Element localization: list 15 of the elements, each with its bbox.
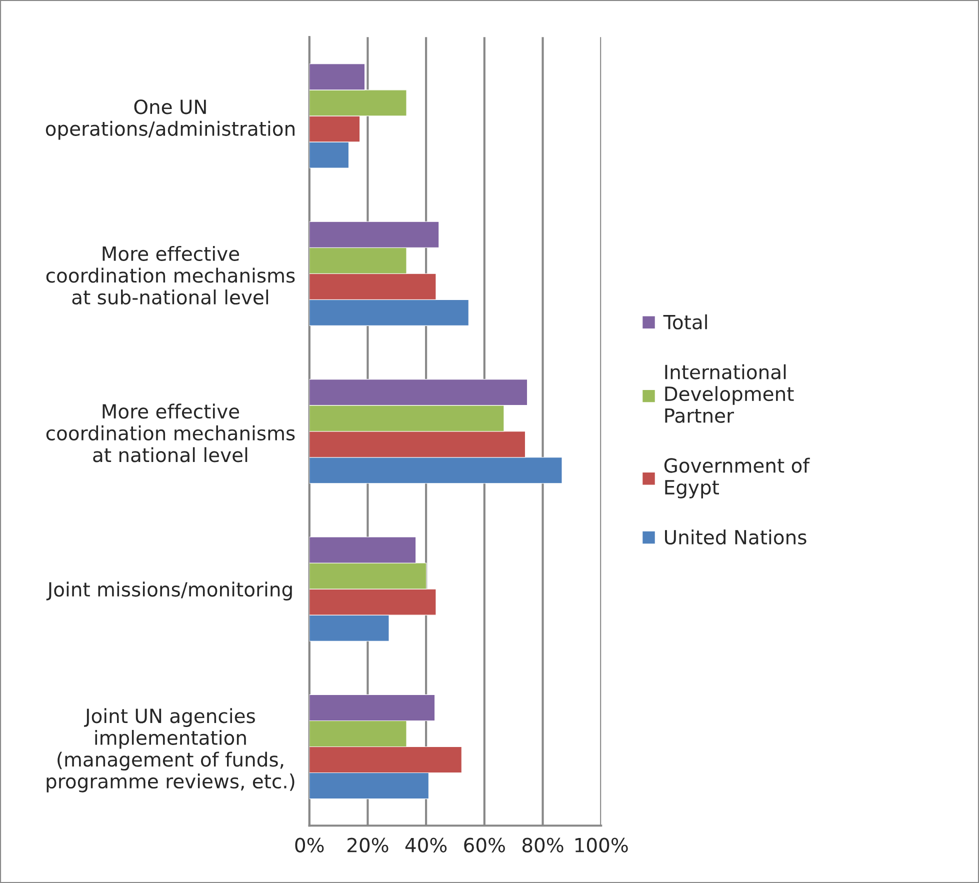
legend-label: Total xyxy=(663,314,707,330)
x-tick-label: 80% xyxy=(522,838,564,852)
legend-label: International Development Partner xyxy=(665,364,794,423)
x-tick-label: 100% xyxy=(575,838,628,852)
legend-label: United Nations xyxy=(665,529,806,545)
x-tick-label: 20% xyxy=(348,838,388,852)
x-tick-label: 0% xyxy=(295,838,324,852)
y-tick-label: More effective coordination mechanisms at sub-national level xyxy=(46,246,295,305)
y-tick-label: More effective coordination mechanisms at national level xyxy=(46,404,295,462)
y-tick-label: Joint missions/monitoring xyxy=(46,582,292,600)
x-tick-label: 60% xyxy=(464,838,505,852)
legend-label: Government of Egypt xyxy=(664,458,810,498)
x-tick-label: 40% xyxy=(405,838,447,852)
y-tick-label: One UN operations/administration xyxy=(46,99,294,140)
y-tick-label: Joint UN agencies implementation (management of funds, programme reviews, etc.) xyxy=(46,708,294,792)
